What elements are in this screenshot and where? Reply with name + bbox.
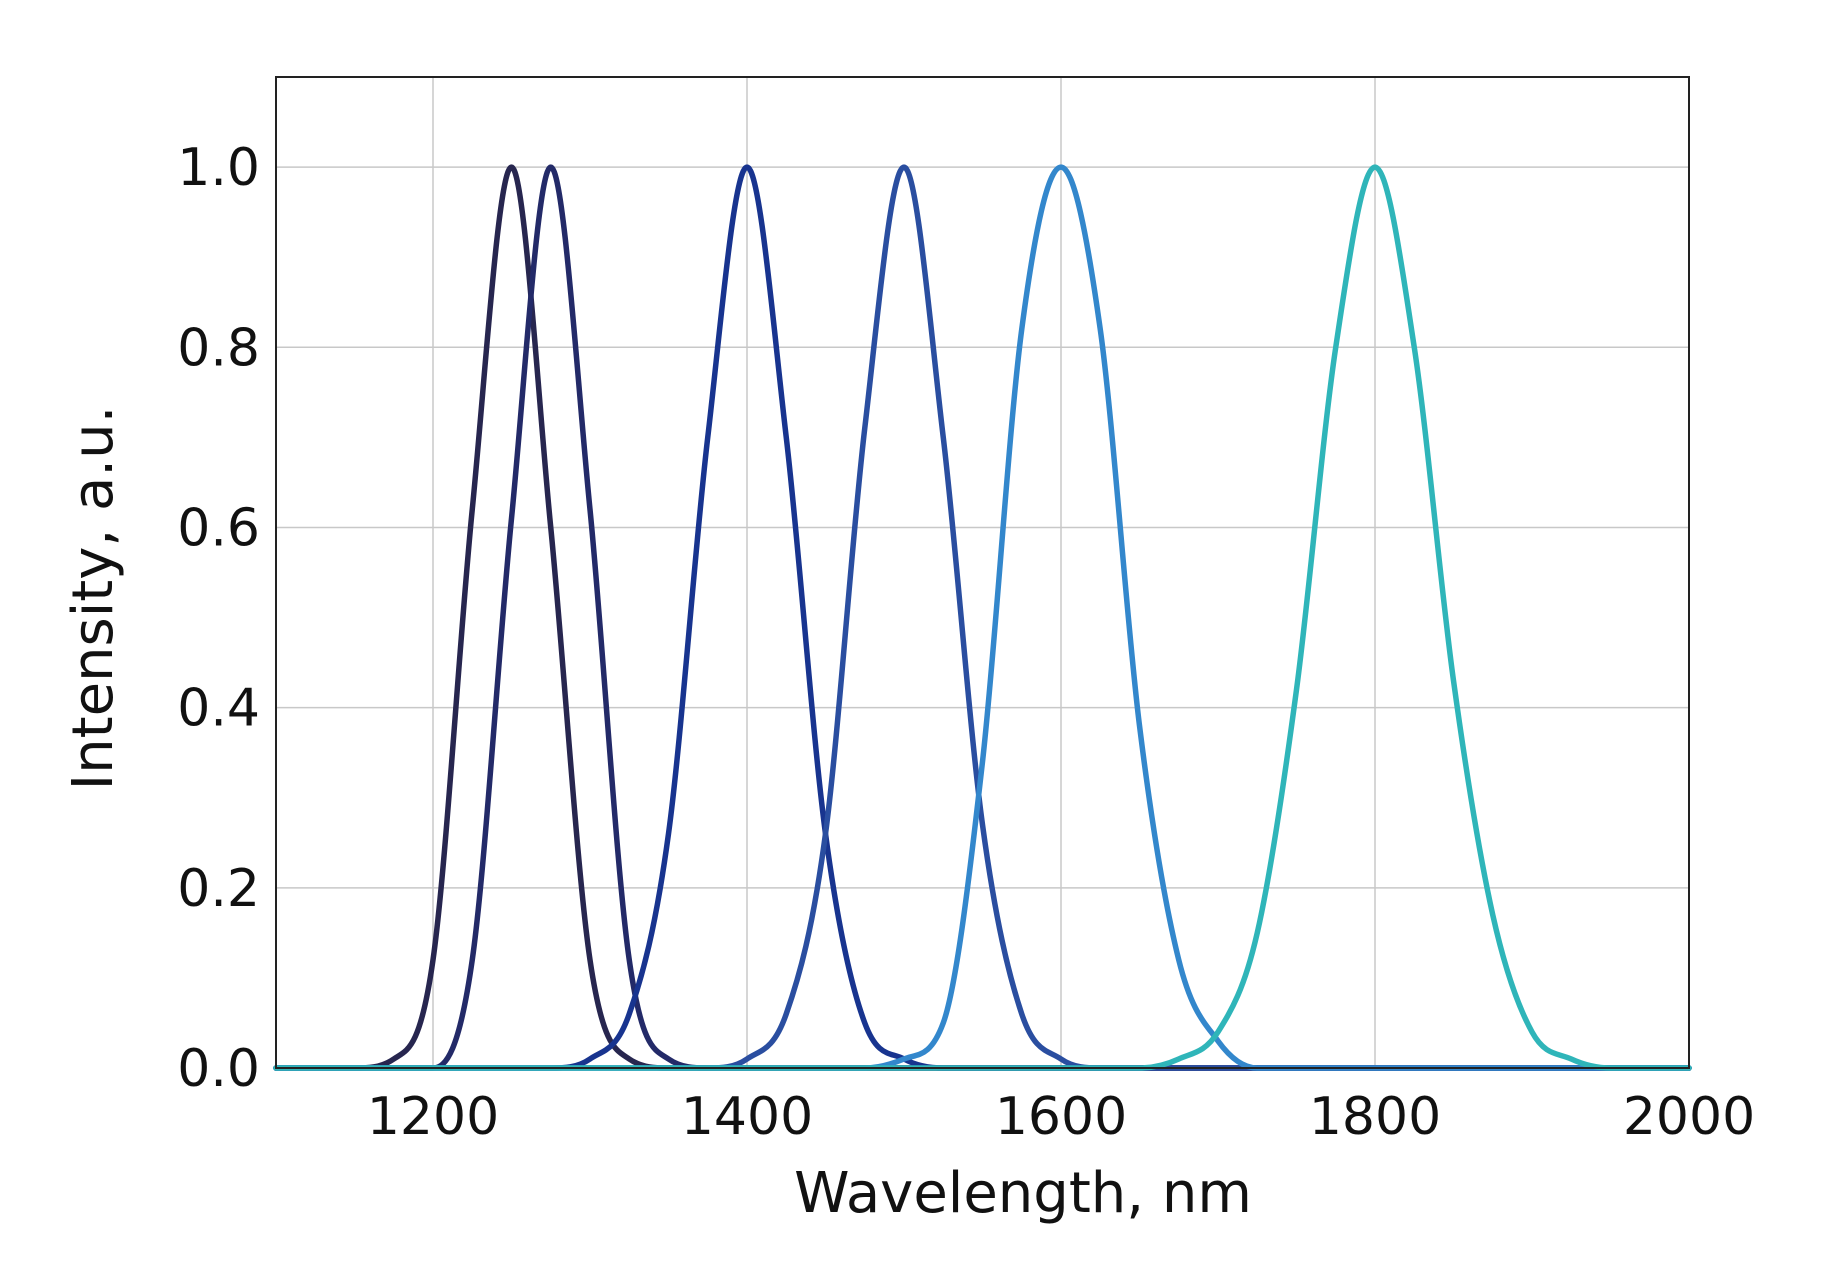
y-tick-label: 0.4 [177,679,260,739]
y-tick-label: 0.8 [177,318,260,378]
x-tick-labels: 1200 1400 1600 1800 2000 [367,1087,1755,1147]
x-tick-label: 1400 [681,1087,813,1147]
x-tick-label: 1600 [995,1087,1127,1147]
y-axis-title: Intensity, a.u. [61,406,126,791]
y-tick-label: 1.0 [177,138,260,198]
series-line [273,164,1692,1071]
y-tick-label: 0.6 [177,498,260,558]
y-tick-label: 0.2 [177,859,260,919]
series-lines [273,164,1692,1071]
grid-lines [276,77,1690,1069]
y-tick-labels: 0.0 0.2 0.4 0.6 0.8 1.0 [177,138,260,1099]
x-tick-label: 1200 [367,1087,499,1147]
plot-frame [275,76,1690,1069]
x-axis-title: Wavelength, nm [794,1161,1252,1226]
x-tick-label: 2000 [1623,1087,1755,1147]
x-tick-label: 1800 [1309,1087,1441,1147]
y-tick-label: 0.0 [177,1039,260,1099]
